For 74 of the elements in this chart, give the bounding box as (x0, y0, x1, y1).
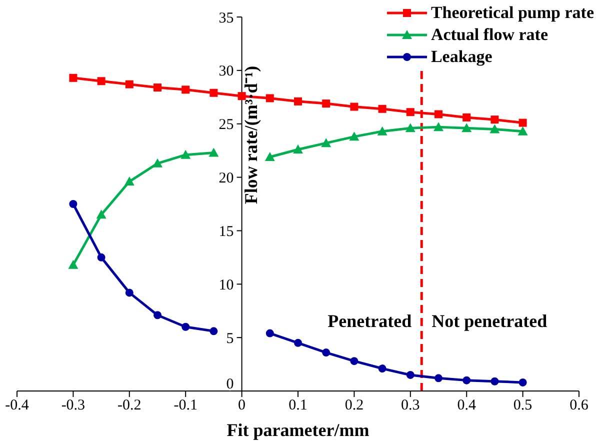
point (321, 138, 332, 148)
point (294, 338, 302, 347)
x-tick-label: 0.6 (570, 398, 589, 414)
point (264, 152, 275, 161)
x-tick-label: -0.2 (118, 398, 142, 414)
legend-label: Theoretical pump rate (430, 3, 594, 23)
point (349, 132, 360, 141)
y-tick-label: 5 (226, 330, 234, 347)
point (154, 311, 162, 320)
legend-label: Leakage (430, 47, 492, 67)
point (97, 253, 106, 262)
point (125, 288, 134, 297)
point (462, 376, 471, 384)
point (210, 88, 218, 97)
annotation: Penetrated (328, 311, 412, 332)
point (69, 74, 78, 82)
point (434, 110, 442, 118)
point (378, 364, 386, 373)
annotation: Not penetrated (432, 311, 548, 332)
point (322, 100, 330, 108)
point (208, 148, 219, 157)
x-tick-label: 0.1 (288, 398, 308, 414)
point (182, 322, 190, 331)
point (210, 327, 218, 336)
y-tick-label: 25 (218, 117, 234, 134)
point (180, 150, 191, 159)
point (518, 118, 527, 127)
point (434, 122, 444, 132)
point (518, 378, 527, 386)
x-tick-label: 0.5 (513, 398, 532, 414)
point (350, 357, 358, 366)
point (294, 97, 302, 106)
x-tick-label: -0.1 (174, 398, 198, 414)
point (154, 84, 162, 92)
x-tick-label: -0.3 (61, 398, 86, 414)
point (377, 126, 388, 136)
legend-label: Actual flow rate (430, 25, 548, 45)
x-tick-label: 0.2 (344, 398, 364, 414)
y-tick-label: 10 (218, 277, 234, 294)
point (69, 200, 78, 208)
point (125, 80, 134, 88)
point (96, 210, 106, 219)
point (152, 158, 162, 168)
point (182, 86, 190, 94)
x-tick-label: 0 (238, 398, 246, 414)
point (490, 377, 499, 386)
point (266, 329, 274, 338)
point (518, 126, 528, 136)
point (266, 94, 274, 102)
y-tick-label: 15 (218, 224, 234, 240)
x-axis-title: Fit parameter/mm (226, 420, 370, 440)
x-tick-label: -0.4 (5, 398, 30, 414)
point (322, 348, 330, 357)
x-tick-label: 0.3 (401, 398, 420, 414)
y-tick-label: 20 (218, 170, 234, 187)
x-tick-label: 0.4 (457, 398, 476, 414)
y-axis-title: Flow rate/(m³·d⁻¹) (240, 65, 262, 204)
y-tick-label: 30 (218, 64, 234, 80)
point (68, 260, 78, 269)
point (462, 123, 472, 132)
point (97, 77, 106, 86)
point (350, 102, 358, 111)
point (124, 176, 134, 186)
point (378, 104, 386, 113)
point (406, 108, 414, 116)
point (405, 123, 416, 132)
point (293, 144, 303, 154)
point (434, 374, 442, 382)
y-tick-label: 35 (218, 10, 234, 26)
point (406, 370, 414, 379)
point (490, 116, 499, 124)
point (490, 124, 500, 134)
point (462, 113, 471, 122)
y-tick-label: 0 (226, 376, 234, 392)
